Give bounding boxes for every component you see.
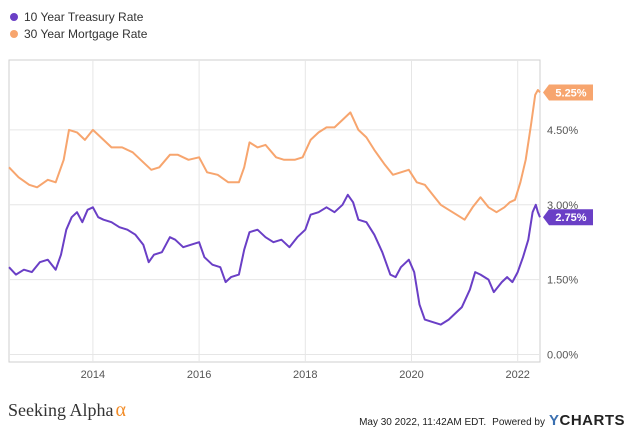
seeking-alpha-logo: Seeking Alpha α: [8, 399, 126, 422]
end-label-treasury: 2.75%: [555, 212, 586, 224]
legend-item-mortgage[interactable]: 30 Year Mortgage Rate: [8, 25, 147, 42]
series-line-treasury: [8, 193, 541, 326]
footer-info: May 30 2022, 11:42AM EDT. Powered by YCH…: [359, 412, 625, 429]
end-tag-mortgage: [543, 84, 593, 101]
x-tick-label: 2022: [505, 369, 529, 381]
treasury-swatch-icon: [10, 12, 18, 21]
series-line-mortgage: [8, 89, 541, 221]
x-tick-label: 2020: [399, 369, 423, 381]
y-tick-label: 3.00%: [547, 200, 578, 212]
timestamp: May 30 2022, 11:42AM EDT.: [359, 417, 487, 428]
powered-by-label: Powered by: [492, 417, 545, 428]
y-tick-label: 0.00%: [547, 350, 578, 362]
end-label-mortgage: 5.25%: [555, 87, 586, 99]
y-tick-label: 4.50%: [547, 125, 578, 137]
legend-item-treasury[interactable]: 10 Year Treasury Rate: [8, 8, 147, 25]
x-tick-label: 2014: [81, 369, 105, 381]
plot-frame: [8, 59, 541, 363]
legend: 10 Year Treasury Rate 30 Year Mortgage R…: [8, 8, 147, 42]
legend-label-mortgage: 30 Year Mortgage Rate: [24, 26, 148, 41]
x-tick-label: 2018: [293, 369, 317, 381]
mortgage-swatch-icon: [10, 29, 18, 38]
alpha-icon: α: [115, 399, 126, 421]
line-chart: 2014 2016 2018 2020 2022 0.00% 1.50% 3.00% 4.50%…: [8, 59, 593, 381]
end-tag-treasury: [543, 209, 593, 226]
x-tick-label: 2016: [187, 369, 211, 381]
brand-name: Seeking Alpha: [8, 400, 114, 420]
legend-label-treasury: 10 Year Treasury Rate: [24, 9, 144, 24]
ycharts-logo[interactable]: YCHARTS: [548, 412, 625, 429]
y-tick-label: 1.50%: [547, 275, 578, 287]
